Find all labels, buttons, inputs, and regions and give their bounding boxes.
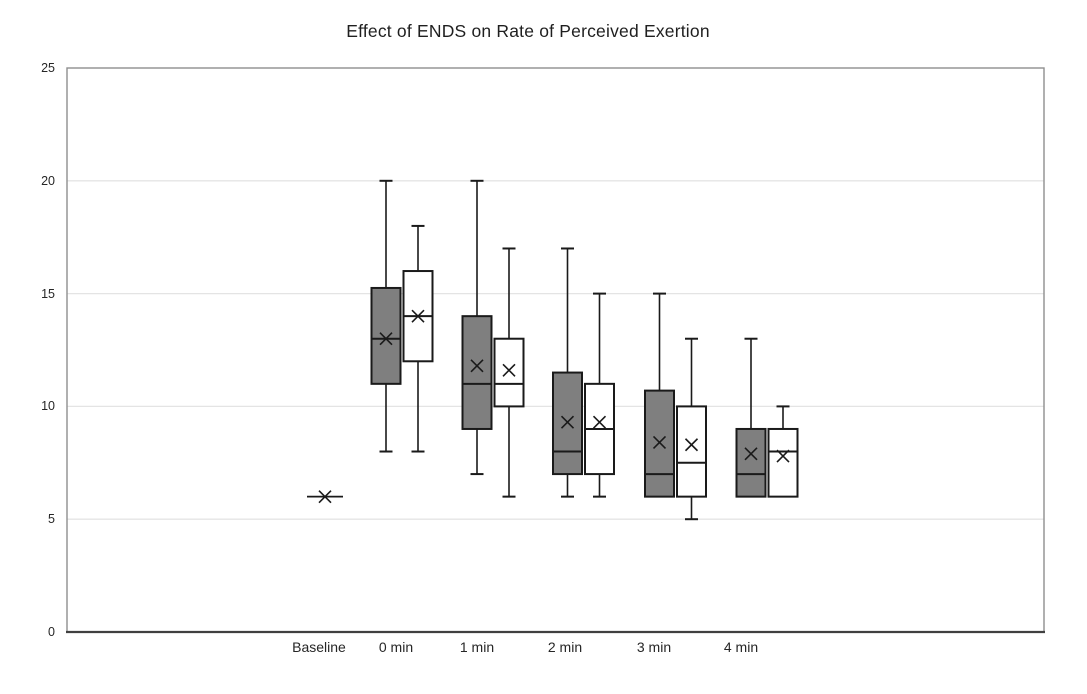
- y-tick-label: 5: [48, 512, 55, 527]
- y-tick-label: 20: [41, 173, 55, 188]
- plot-frame: [66, 67, 1045, 633]
- y-tick-label: 25: [41, 61, 55, 75]
- x-axis-category-label: 0 min: [378, 639, 414, 655]
- mean-marker: [502, 363, 516, 377]
- box-gray: [461, 315, 493, 430]
- mean-marker: [652, 435, 667, 450]
- y-tick-label: 10: [41, 399, 55, 414]
- box-gray: [370, 286, 402, 385]
- mean-marker: [684, 438, 699, 452]
- box-white: [767, 427, 799, 498]
- mean-marker: [411, 309, 425, 323]
- mean-marker: [744, 447, 758, 461]
- mean-marker: [560, 415, 575, 429]
- x-axis-category-label: 2 min: [547, 639, 583, 655]
- mean-marker: [776, 449, 790, 463]
- box-white: [493, 337, 525, 408]
- y-tick-label: 0: [48, 625, 55, 639]
- y-tick-label: 15: [41, 286, 55, 301]
- mean-marker: [318, 490, 332, 504]
- mean-marker: [592, 415, 607, 429]
- mean-marker: [379, 332, 393, 346]
- x-axis-category-label: 1 min: [459, 639, 495, 655]
- box-gray: [735, 427, 767, 498]
- x-axis-category-label: 4 min: [723, 639, 759, 655]
- chart-title: Effect of ENDS on Rate of Perceived Exer…: [346, 21, 710, 41]
- x-axis-category-label: Baseline: [292, 639, 346, 655]
- x-axis-category-label: 3 min: [636, 639, 672, 655]
- mean-marker: [470, 359, 484, 373]
- box-white: [676, 405, 707, 498]
